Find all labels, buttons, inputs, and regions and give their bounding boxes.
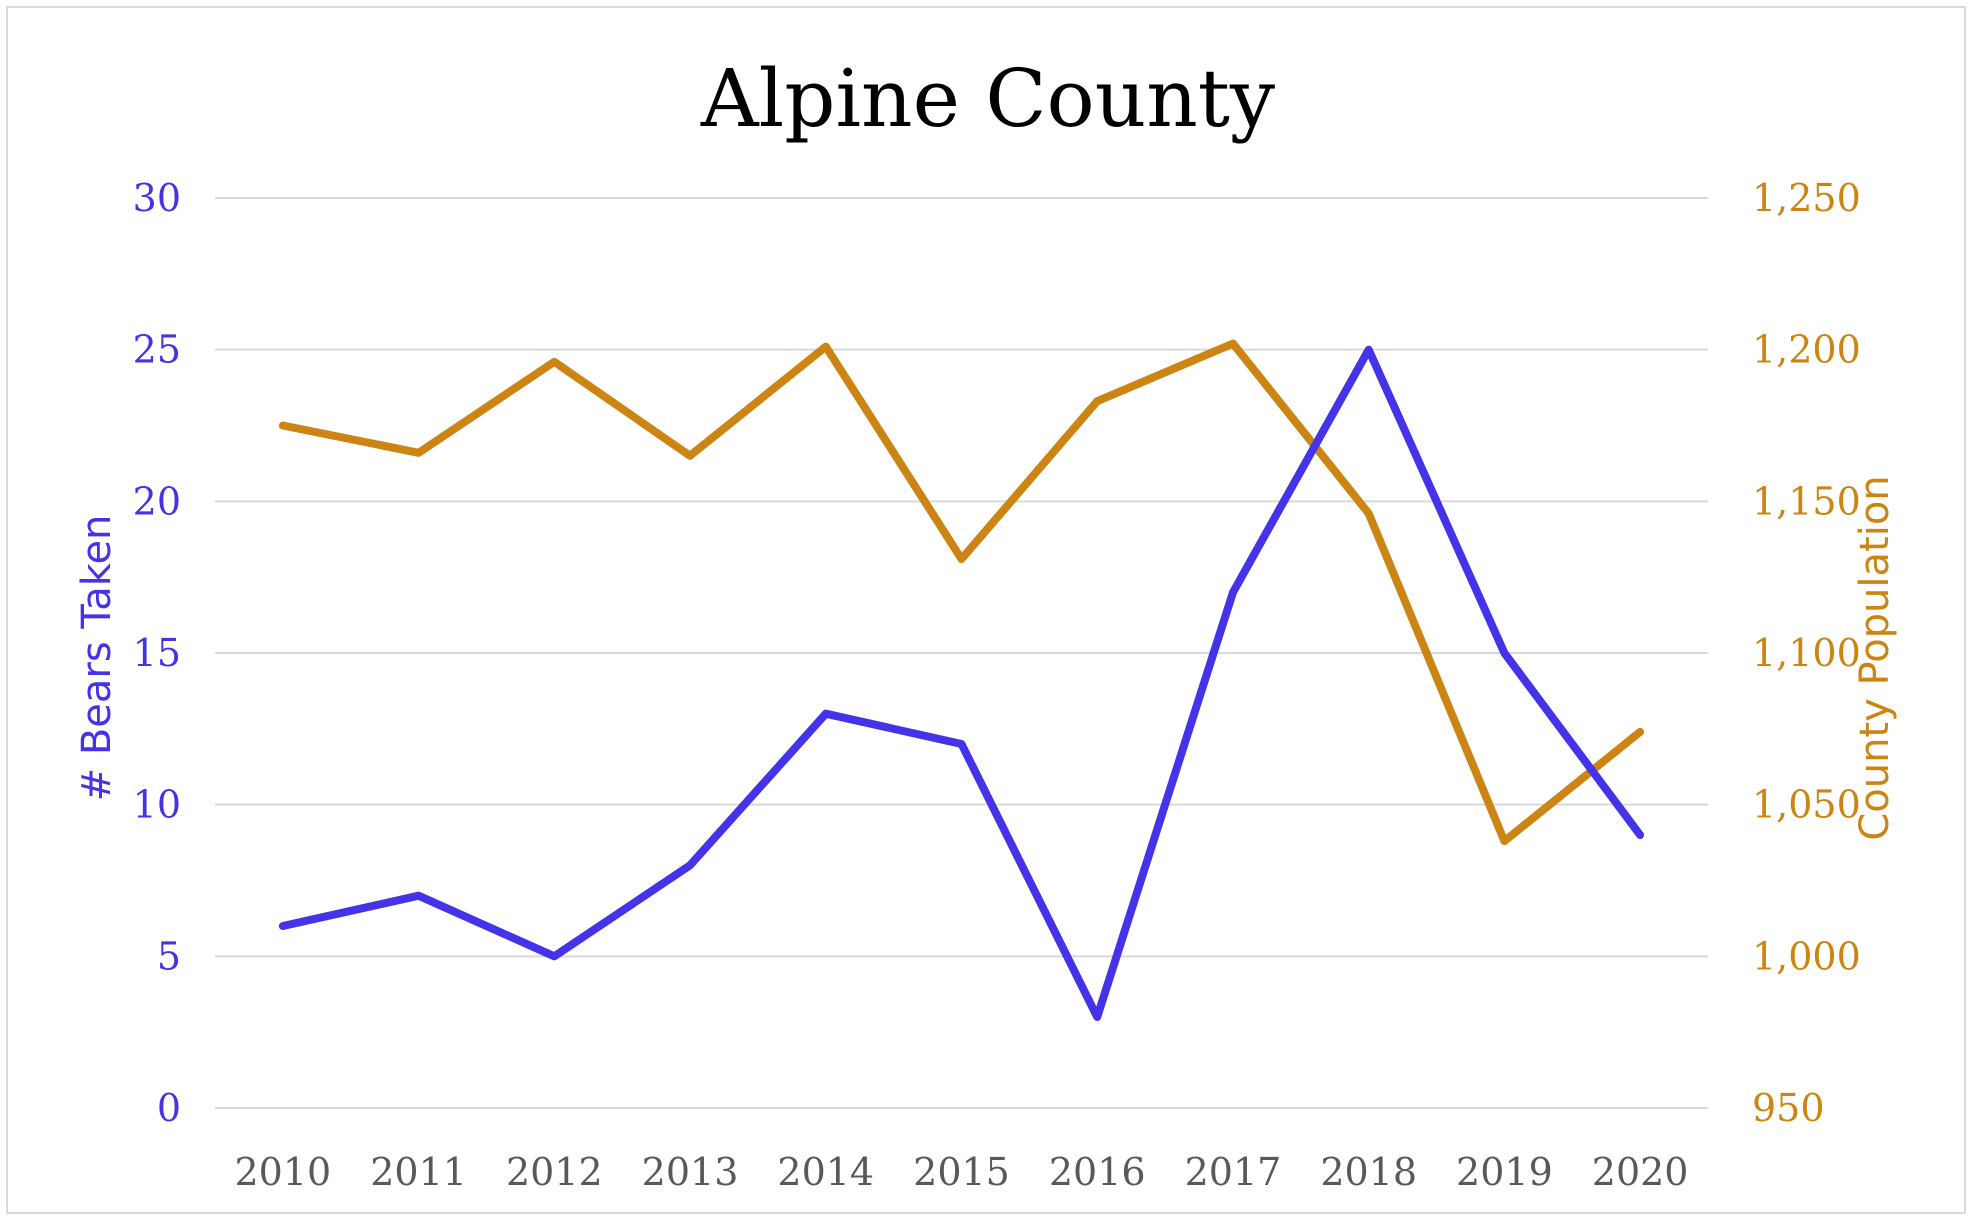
x-tick-label: 2019 bbox=[1456, 1150, 1553, 1194]
left-axis-title: # Bears Taken bbox=[74, 515, 120, 802]
x-tick-label: 2012 bbox=[506, 1150, 603, 1194]
left-tick-label: 10 bbox=[133, 783, 181, 827]
right-axis-title: County Population bbox=[1852, 475, 1898, 840]
x-tick-label: 2020 bbox=[1592, 1150, 1689, 1194]
right-tick-label: 1,100 bbox=[1752, 631, 1861, 675]
right-tick-label: 1,050 bbox=[1752, 783, 1861, 827]
left-tick-label: 30 bbox=[133, 176, 181, 220]
right-tick-label: 1,150 bbox=[1752, 479, 1861, 523]
left-tick-label: 0 bbox=[157, 1086, 181, 1130]
x-axis-ticks: 2010 2011 2012 2013 2014 2015 2016 2017 2018 2019… bbox=[235, 1150, 1689, 1194]
series-line-county-population bbox=[278, 339, 1645, 846]
x-tick-label: 2015 bbox=[913, 1150, 1010, 1194]
x-tick-label: 2018 bbox=[1320, 1150, 1417, 1194]
chart-svg: Alpine County 0 5 10 15 20 25 30 950 1,000 1,050… bbox=[74, 52, 1898, 1194]
x-tick-label: 2013 bbox=[642, 1150, 739, 1194]
x-tick-label: 2011 bbox=[370, 1150, 467, 1194]
series-line-bears-taken bbox=[278, 345, 1645, 1021]
left-axis-ticks: 0 5 10 15 20 25 30 bbox=[133, 176, 181, 1130]
chart-title: Alpine County bbox=[700, 52, 1275, 145]
x-tick-label: 2017 bbox=[1185, 1150, 1282, 1194]
left-tick-label: 15 bbox=[133, 631, 181, 675]
right-tick-label: 1,200 bbox=[1752, 328, 1861, 372]
right-tick-label: 1,250 bbox=[1752, 176, 1861, 220]
right-tick-label: 950 bbox=[1752, 1086, 1825, 1130]
right-axis-ticks: 950 1,000 1,050 1,100 1,150 1,200 1,250 bbox=[1752, 176, 1861, 1130]
left-tick-label: 5 bbox=[157, 934, 181, 978]
right-tick-label: 1,000 bbox=[1752, 934, 1861, 978]
x-tick-label: 2016 bbox=[1049, 1150, 1146, 1194]
gridlines bbox=[215, 197, 1708, 1109]
left-tick-label: 25 bbox=[133, 328, 181, 372]
left-tick-label: 20 bbox=[133, 479, 181, 523]
x-tick-label: 2014 bbox=[777, 1150, 874, 1194]
series-layer bbox=[278, 339, 1645, 1021]
x-tick-label: 2010 bbox=[235, 1150, 332, 1194]
chart-frame: Alpine County 0 5 10 15 20 25 30 950 1,000 1,050… bbox=[6, 6, 1966, 1214]
